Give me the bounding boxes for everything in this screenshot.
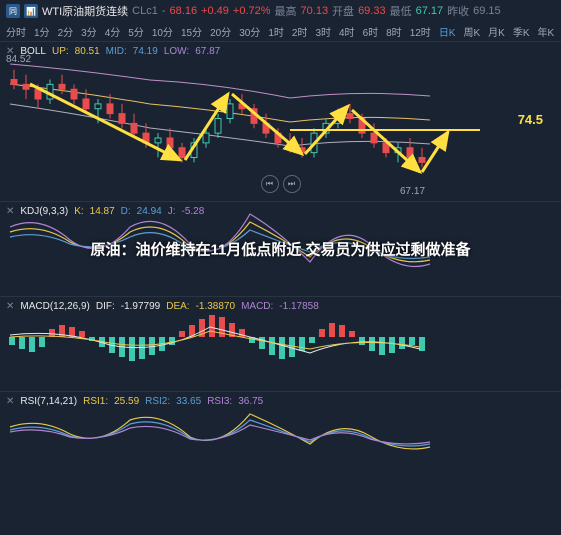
rsi1: 25.59 [114,396,139,407]
kdj-k: 14.87 [90,206,115,217]
price-change: +0.49 [201,5,229,17]
high-value: 70.13 [301,5,329,17]
prev-button[interactable]: ⏮ [261,175,279,193]
rsi-head: ✕ RSI(7,14,21) RSI1: 25.59 RSI2: 33.65 RSI… [0,394,269,409]
target-annotation: 74.5 [518,112,543,127]
timeframe-6时[interactable]: 6时 [363,24,379,39]
kdj-label: KDJ(9,3,3) [20,206,68,217]
timeframe-1分[interactable]: 1分 [34,24,50,39]
dash: - [162,5,166,17]
rsi3-label: RSI3: [207,396,232,407]
close-icon[interactable]: ✕ [6,206,14,217]
timeframe-年K[interactable]: 年K [538,24,555,39]
timeframe-季K[interactable]: 季K [513,24,530,39]
timeframe-4时[interactable]: 4时 [339,24,355,39]
timeframe-15分[interactable]: 15分 [181,24,202,39]
rsi1-label: RSI1: [83,396,108,407]
timeframe-2时[interactable]: 2时 [292,24,308,39]
timeframe-10分[interactable]: 10分 [152,24,173,39]
kdj-k-label: K: [74,206,83,217]
headline-overlay: 原油：油价维持在11月低点附近 交易员为供应过剩做准备 [90,239,470,260]
macd-label: MACD(12,26,9) [20,301,89,312]
kdj-j-label: J: [168,206,176,217]
prev-label: 昨收 [447,3,469,19]
media-controls: ⏮ ⏭ [261,175,301,193]
macd-dea: -1.38870 [196,301,235,312]
timeframe-5分[interactable]: 5分 [128,24,144,39]
macd-head: ✕ MACD(12,26,9) DIF: -1.97799 DEA: -1.3887… [0,299,325,314]
boll-low: 67.87 [195,46,220,57]
boll-up: 80.51 [75,46,100,57]
timeframe-30分[interactable]: 30分 [239,24,260,39]
kdj-d-label: D: [121,206,131,217]
low-value: 67.17 [416,5,444,17]
macd-panel: ✕ MACD(12,26,9) DIF: -1.97799 DEA: -1.3887… [0,296,561,391]
price-value: 68.16 [170,5,198,17]
timeframe-3时[interactable]: 3时 [315,24,331,39]
timeframe-bar: 分时 1分 2分 3分 4分 5分 10分 15分 20分 30分 1时 2时 3时 4时 6时 8时 12时日… [0,22,561,41]
boll-mid-label: MID: [106,46,127,57]
close-icon[interactable]: ✕ [6,301,14,312]
boll-up-label: UP: [52,46,69,57]
open-label: 开盘 [332,3,354,19]
low-label: 最低 [390,3,412,19]
timeframe-20分[interactable]: 20分 [210,24,231,39]
rsi3: 36.75 [238,396,263,407]
kdj-head: ✕ KDJ(9,3,3) K: 14.87 D: 24.94 J: -5.28 [0,204,210,219]
timeframe-4分[interactable]: 4分 [105,24,121,39]
timeframe-8时[interactable]: 8时 [386,24,402,39]
high-label: 最高 [275,3,297,19]
instrument-title: WTI原油期货连续 [42,3,128,19]
timeframe-日K[interactable]: 日K [439,24,456,39]
macd-val-label: MACD: [241,301,273,312]
timeframe-3分[interactable]: 3分 [81,24,97,39]
timeframe-周K[interactable]: 周K [463,24,480,39]
left-price-label: 84.52 [6,54,31,65]
main-indicator-head: ✕ BOLL UP:80.51 MID:74.19 LOW:67.87 [0,44,226,59]
rsi2-label: RSI2: [145,396,170,407]
timeframe-1时[interactable]: 1时 [268,24,284,39]
app-icon: 同 [6,4,20,18]
timeframe-月K[interactable]: 月K [488,24,505,39]
timeframe-分时[interactable]: 分时 [6,24,26,39]
macd-val: -1.17858 [279,301,318,312]
macd-dif: -1.97799 [121,301,160,312]
open-value: 69.33 [358,5,386,17]
current-price-label: 67.17 [400,186,425,197]
boll-low-label: LOW: [164,46,189,57]
macd-dea-label: DEA: [166,301,189,312]
kdj-panel: ✕ KDJ(9,3,3) K: 14.87 D: 24.94 J: -5.28 原油：… [0,201,561,296]
prev-value: 69.15 [473,5,501,17]
timeframe-12时[interactable]: 12时 [410,24,431,39]
chart-icon: 📊 [24,4,38,18]
rsi-label: RSI(7,14,21) [20,396,77,407]
boll-mid: 74.19 [133,46,158,57]
kdj-d: 24.94 [137,206,162,217]
main-chart-panel: ✕ BOLL UP:80.51 MID:74.19 LOW:67.87 84.5… [0,41,561,201]
next-button[interactable]: ⏭ [283,175,301,193]
instrument-code: CLc1 [132,5,158,17]
timeframe-2分[interactable]: 2分 [58,24,74,39]
macd-dif-label: DIF: [96,301,115,312]
price-pct: +0.72% [233,5,271,17]
close-icon[interactable]: ✕ [6,396,14,407]
rsi2: 33.65 [176,396,201,407]
rsi-panel: ✕ RSI(7,14,21) RSI1: 25.59 RSI2: 33.65 RSI… [0,391,561,486]
kdj-j: -5.28 [181,206,204,217]
chart-header: 同 📊 WTI原油期货连续 CLc1 - 68.16 +0.49 +0.72% … [0,0,561,22]
